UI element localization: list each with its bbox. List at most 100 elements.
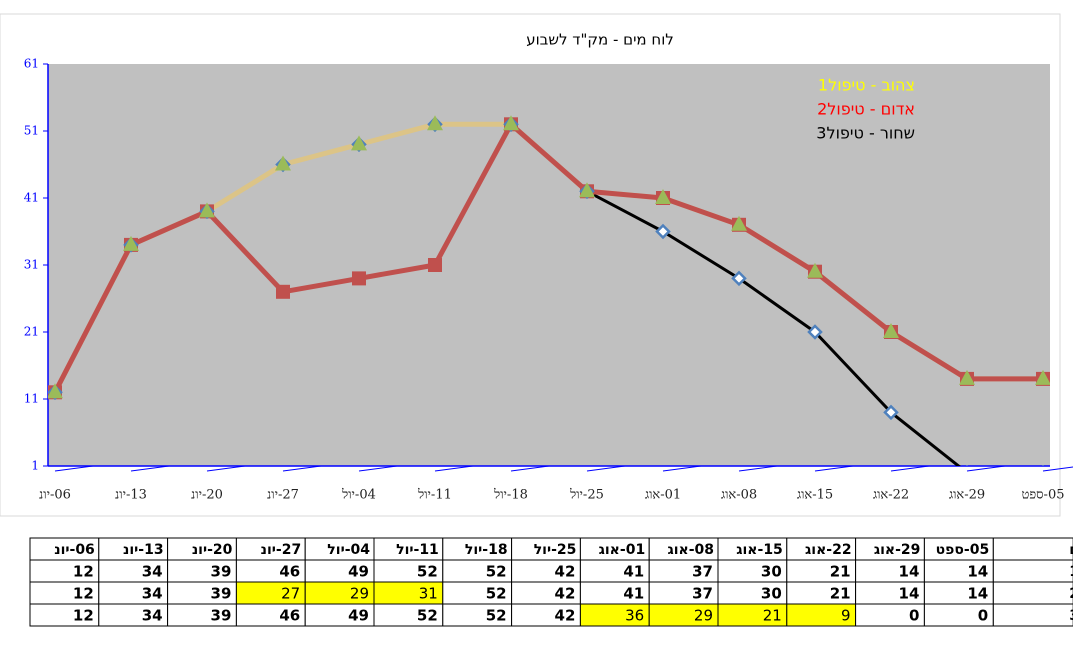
table-value: 42 xyxy=(555,563,576,581)
x-tick-label: 05-ספט xyxy=(1022,488,1065,503)
table-row-label: טיפול 1 xyxy=(1069,564,1073,580)
table-header: 25-יול xyxy=(534,542,577,558)
marker xyxy=(427,115,443,131)
table-value: 37 xyxy=(692,585,713,603)
table-value: 30 xyxy=(761,563,782,581)
marker xyxy=(959,369,975,385)
marker xyxy=(275,155,291,171)
table-header: 15-אוג xyxy=(736,542,783,558)
series-line xyxy=(52,121,1043,394)
table-corner: קוב/דונם xyxy=(1069,542,1073,558)
table-value: 46 xyxy=(279,607,300,625)
table-value: 39 xyxy=(211,563,232,581)
table-value: 0 xyxy=(909,607,919,625)
table-value: 39 xyxy=(211,585,232,603)
marker xyxy=(428,258,442,272)
x-tick-label: 13-יונ xyxy=(115,488,147,503)
table-value: 31 xyxy=(419,585,438,603)
x-tick-label: 04-יול xyxy=(341,488,376,503)
chart-title: לוח מים - מק"ד לשבוע xyxy=(526,31,674,49)
x-tick xyxy=(510,465,550,472)
x-tick-label: 22-אוג xyxy=(873,488,909,503)
table-value: 30 xyxy=(761,585,782,603)
table-value: 9 xyxy=(841,607,851,625)
table-value: 21 xyxy=(830,585,851,603)
x-tick xyxy=(586,465,626,472)
x-tick-label: 20-יונ xyxy=(191,488,223,503)
table-value: 12 xyxy=(73,563,94,581)
table-value: 52 xyxy=(486,563,507,581)
table-value: 34 xyxy=(142,563,163,581)
table-header: 13-יונ xyxy=(123,542,164,558)
table-value: 42 xyxy=(555,585,576,603)
x-tick xyxy=(966,465,1006,472)
table-header: 05-ספט xyxy=(936,542,990,558)
table-value: 14 xyxy=(899,563,920,581)
marker xyxy=(1035,369,1050,385)
x-tick-label: 27-יונ xyxy=(267,488,299,503)
marker xyxy=(655,189,671,204)
marker xyxy=(503,115,519,131)
table-value: 21 xyxy=(830,563,851,581)
table-value: 34 xyxy=(142,607,163,625)
table-cell xyxy=(923,603,994,627)
x-tick-label: 01-אוג xyxy=(645,488,681,503)
table-value: 34 xyxy=(142,585,163,603)
y-tick-label: 11 xyxy=(24,392,39,406)
table-value: 52 xyxy=(417,563,438,581)
table-value: 52 xyxy=(486,585,507,603)
marker xyxy=(351,135,367,151)
table-value: 36 xyxy=(625,607,644,625)
y-tick-label: 51 xyxy=(24,124,39,138)
marker xyxy=(731,270,747,287)
table-cell xyxy=(992,603,1073,627)
table-value: 27 xyxy=(281,585,300,603)
y-tick-label: 1 xyxy=(31,459,39,473)
table-header: 20-יונ xyxy=(192,542,233,558)
x-tick xyxy=(1042,466,1073,472)
table-value: 46 xyxy=(279,563,300,581)
table-value: 21 xyxy=(763,607,782,625)
table-value: 41 xyxy=(623,585,644,603)
table-header: 04-יול xyxy=(327,542,370,558)
table-value: 49 xyxy=(348,563,369,581)
marker xyxy=(352,271,366,286)
marker xyxy=(807,324,823,340)
x-tick xyxy=(358,465,398,472)
x-tick xyxy=(890,465,930,472)
table-value: 39 xyxy=(211,607,232,625)
table-value: 29 xyxy=(350,585,369,603)
x-tick xyxy=(662,465,702,472)
table-header: 22-אוג xyxy=(805,542,852,558)
x-tick-label: 29-אוג xyxy=(949,488,985,503)
marker xyxy=(807,262,823,278)
table-cell xyxy=(992,537,1073,561)
marker xyxy=(579,182,595,198)
y-tick-label: 61 xyxy=(24,57,39,71)
x-tick xyxy=(54,465,94,472)
table-value: 12 xyxy=(73,585,94,603)
x-tick xyxy=(814,465,854,472)
marker xyxy=(123,235,139,251)
legend-entry: צהוב - טיפול1 xyxy=(818,76,915,95)
table-cell xyxy=(992,581,1073,605)
table-value: 0 xyxy=(978,607,988,625)
table-value: 14 xyxy=(967,563,988,581)
table-header: 06-יונ xyxy=(54,542,95,558)
marker xyxy=(731,215,747,231)
x-tick xyxy=(130,465,170,472)
table-value: 52 xyxy=(417,607,438,625)
table-header: 27-יונ xyxy=(261,542,302,558)
marker xyxy=(276,284,290,299)
x-tick-label: 15-אוג xyxy=(797,488,833,503)
marker xyxy=(199,202,215,218)
y-tick-label: 21 xyxy=(24,325,39,339)
table-header: 01-אוג xyxy=(599,542,646,558)
table-row-label: טיפול 3 xyxy=(1069,608,1073,624)
table-value: 41 xyxy=(623,563,644,581)
table-value: 14 xyxy=(967,585,988,603)
legend-entry: אדום - טיפול2 xyxy=(817,100,915,119)
x-tick-label: 18-יול xyxy=(493,488,528,503)
plot-content xyxy=(48,115,1050,466)
